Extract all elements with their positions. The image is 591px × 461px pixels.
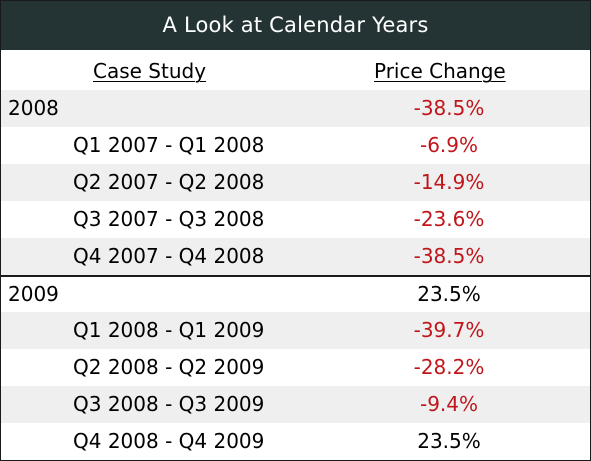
table-row: Q2 2008 - Q2 2009 -28.2% [1, 349, 590, 386]
row-label: Q3 2007 - Q3 2008 [73, 207, 265, 231]
table-row: Q3 2007 - Q3 2008 -23.6% [1, 201, 590, 238]
row-value: 23.5% [417, 429, 481, 453]
table-row-group-2008: 2008 -38.5% [1, 90, 590, 127]
column-header-price-change: Price Change [374, 59, 506, 83]
table-row: Q2 2007 - Q2 2008 -14.9% [1, 164, 590, 201]
table-row: Q4 2007 - Q4 2008 -38.5% [1, 238, 590, 275]
row-value: -38.5% [413, 96, 485, 120]
row-label: Q4 2008 - Q4 2009 [73, 429, 265, 453]
row-value: -9.4% [419, 392, 479, 416]
table-row: Q1 2007 - Q1 2008 -6.9% [1, 127, 590, 164]
row-value: -38.5% [413, 244, 485, 268]
row-label: 2008 [8, 96, 59, 120]
row-value: 23.5% [417, 282, 481, 306]
row-value: -14.9% [413, 170, 485, 194]
row-value: -23.6% [413, 207, 485, 231]
column-header-case-study: Case Study [93, 59, 207, 83]
row-value: -6.9% [419, 133, 479, 157]
table-row: Q4 2008 - Q4 2009 23.5% [1, 423, 590, 460]
row-value: -39.7% [413, 318, 485, 342]
table-title: A Look at Calendar Years [1, 1, 590, 50]
row-label: Q1 2008 - Q1 2009 [73, 318, 265, 342]
table-row-group-2009: 2009 23.5% [1, 275, 590, 312]
header-row: Case Study Price Change [1, 50, 590, 90]
table-row: Q1 2008 - Q1 2009 -39.7% [1, 312, 590, 349]
table-row: Q3 2008 - Q3 2009 -9.4% [1, 386, 590, 423]
row-label: Q1 2007 - Q1 2008 [73, 133, 265, 157]
row-label: 2009 [8, 282, 59, 306]
row-label: Q4 2007 - Q4 2008 [73, 244, 265, 268]
row-label: Q2 2007 - Q2 2008 [73, 170, 265, 194]
row-label: Q3 2008 - Q3 2009 [73, 392, 265, 416]
row-value: -28.2% [413, 355, 485, 379]
row-label: Q2 2008 - Q2 2009 [73, 355, 265, 379]
